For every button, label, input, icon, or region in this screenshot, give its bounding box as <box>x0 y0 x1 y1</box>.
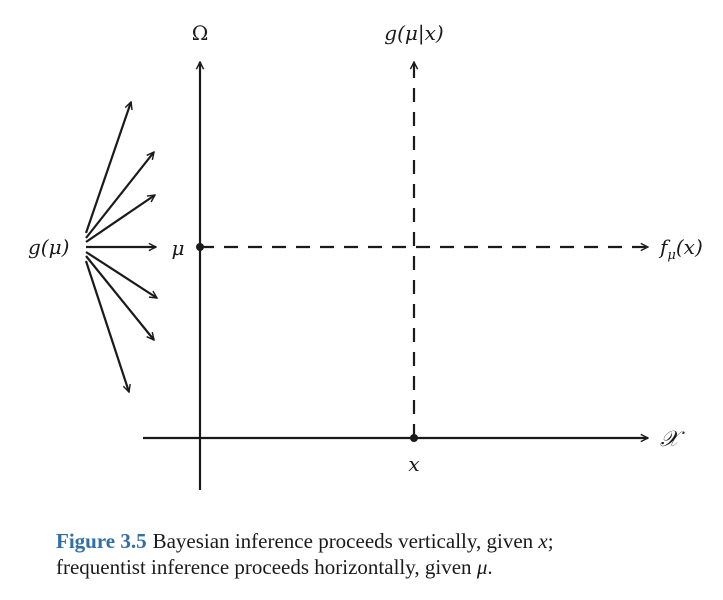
prior-arrow <box>84 260 129 392</box>
caption-var-x: x <box>538 529 548 553</box>
caption-punct-1: ; <box>547 529 554 553</box>
omega-label: Ω <box>192 21 209 45</box>
caption-text-2: frequentist inference proceeds horizonta… <box>56 555 477 579</box>
prior-arrow <box>85 255 154 340</box>
caption-punct-2: . <box>487 555 493 579</box>
caption-text-1: Bayesian inference proceeds vertically, … <box>152 529 539 553</box>
inference-diagram: Ω 𝒳 g(μ|x) fμ(x) μ x g(μ) <box>28 21 703 490</box>
prior-arrow <box>85 194 155 243</box>
caption-line-2: frequentist inference proceeds horizonta… <box>56 554 696 580</box>
x-label: x <box>408 452 419 476</box>
caption-line-1: Figure 3.5 Bayesian inference proceeds ve… <box>56 528 696 554</box>
likelihood-label: fμ(x) <box>658 235 703 263</box>
prior-label: g(μ) <box>28 235 69 259</box>
figure-caption: Figure 3.5 Bayesian inference proceeds ve… <box>56 528 696 580</box>
x-point <box>410 434 418 442</box>
caption-label: Figure 3.5 <box>56 529 147 553</box>
prior-arrow <box>85 152 154 239</box>
mu-point <box>196 243 204 251</box>
posterior-label: g(μ|x) <box>384 21 443 46</box>
prior-arrow <box>84 102 131 234</box>
sample-space-label: 𝒳 <box>660 427 685 452</box>
caption-var-mu: μ <box>476 555 488 579</box>
mu-label: μ <box>172 236 185 260</box>
prior-arrow <box>85 251 157 299</box>
